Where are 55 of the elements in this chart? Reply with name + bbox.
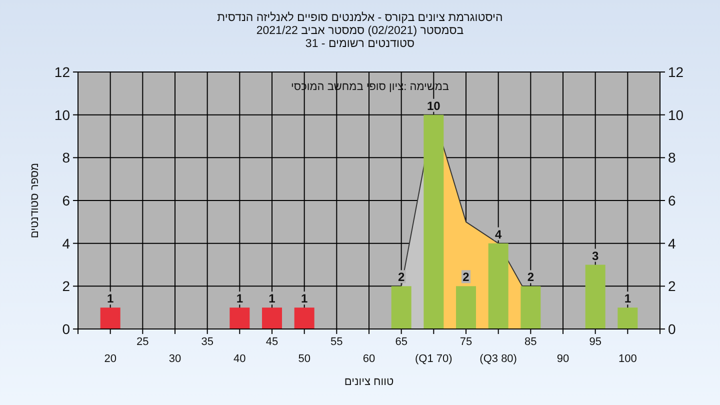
y2-tick-label: 12: [668, 64, 684, 80]
y2-tick-label: 0: [668, 321, 676, 337]
data-label: 1: [268, 292, 276, 306]
data-label: 10: [426, 98, 441, 113]
x-tick-label: 50: [298, 353, 310, 365]
x-tick-label: 75: [460, 336, 472, 348]
y-tick-label: 12: [54, 64, 70, 80]
y-tick-label: 6: [62, 192, 70, 208]
y-tick-label: 4: [62, 235, 70, 252]
x-tick-label: 20: [104, 353, 116, 365]
x-tick-label: (Q1 70): [415, 353, 452, 365]
data-label: 4: [494, 227, 502, 242]
x-tick-label: 90: [556, 353, 570, 365]
x-tick-label: 45: [266, 336, 278, 348]
x-tick-label: 95: [589, 336, 602, 348]
data-label: 3: [592, 248, 599, 263]
data-label: 2: [462, 270, 470, 284]
bar: [585, 264, 606, 329]
x-axis-title: טווח ציונים: [344, 376, 394, 388]
y-tick-label: 2: [62, 278, 70, 294]
y2-tick-label: 10: [668, 106, 684, 123]
x-tick-label: 25: [136, 336, 149, 348]
x-tick-label: 35: [201, 336, 214, 348]
y2-tick-label: 6: [668, 192, 676, 208]
x-tick-label: (Q3 80): [480, 353, 517, 365]
y2-tick-label: 2: [668, 278, 676, 294]
y-tick-label: 0: [62, 321, 70, 337]
bar: [262, 308, 282, 329]
bar: [618, 308, 638, 329]
x-tick-label: 65: [395, 336, 408, 348]
bar: [230, 308, 250, 329]
bar: [100, 308, 120, 329]
y2-tick-label: 8: [668, 150, 676, 166]
bar: [456, 286, 476, 329]
data-label: 1: [624, 292, 632, 306]
y-axis-title: מספר סטודנטים: [29, 162, 41, 238]
data-label: 2: [398, 270, 405, 284]
chart-title: היסטוגרמת ציונים בקורס - אלמנטים סופיים לאנליזה הנדסית בסמסטר (02/2021) סמסטר אביב 2021/22 סטודנטים רשומים - 31: [217, 11, 503, 50]
bar: [488, 243, 508, 329]
data-label: 1: [106, 292, 114, 306]
bar: [391, 286, 412, 329]
data-label: 1: [236, 292, 244, 306]
y-tick-label: 10: [54, 106, 70, 123]
data-label: 1: [300, 292, 308, 306]
y2-tick-label: 4: [668, 235, 676, 252]
data-label: 2: [527, 270, 534, 284]
x-tick-label: 100: [618, 353, 637, 365]
y-tick-label: 8: [62, 150, 70, 166]
x-tick-label: 60: [362, 353, 376, 365]
x-tick-label: 40: [234, 353, 246, 365]
bar: [520, 286, 541, 329]
x-tick-label: 85: [524, 336, 537, 348]
bar: [294, 308, 314, 329]
x-tick-label: 30: [168, 353, 182, 365]
x-tick-label: 55: [330, 336, 343, 348]
